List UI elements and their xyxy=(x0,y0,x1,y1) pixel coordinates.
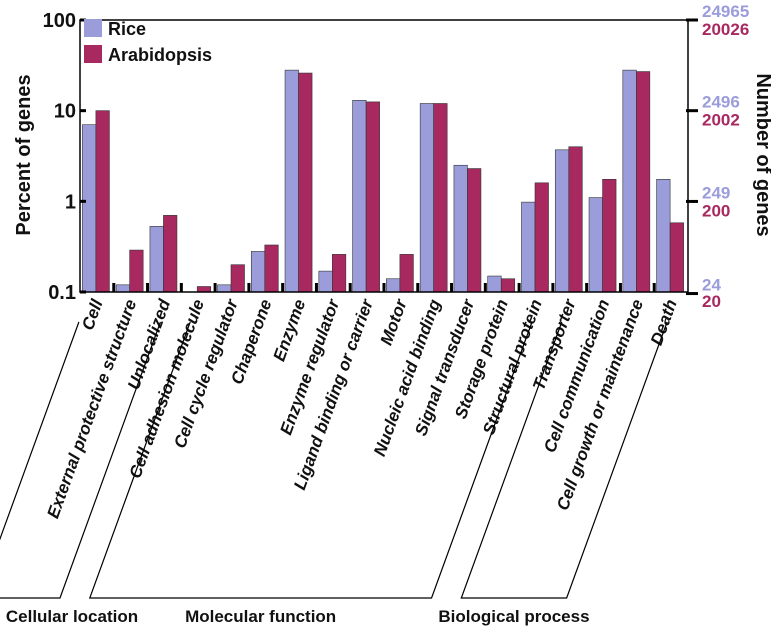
bar xyxy=(453,164,468,293)
x-tick-label: Death xyxy=(647,297,681,348)
x-tick-label: Motor xyxy=(377,296,411,348)
bar xyxy=(217,284,232,293)
y2-axis-title: Number of genes xyxy=(752,73,771,236)
group-label: Biological process xyxy=(438,607,589,626)
y2-tick-label: 2496 xyxy=(702,93,740,112)
bar xyxy=(669,222,684,293)
bar xyxy=(332,254,347,293)
group-bracket xyxy=(460,321,668,599)
bar xyxy=(636,71,651,293)
y-tick-label: 100 xyxy=(43,10,76,32)
y3-tick-label: 200 xyxy=(702,201,730,220)
bar xyxy=(115,284,130,293)
bar xyxy=(399,254,414,293)
y-tick-label: 10 xyxy=(54,101,76,123)
bar xyxy=(163,215,178,293)
bar xyxy=(386,278,401,293)
bar xyxy=(433,103,448,293)
bar xyxy=(149,226,164,293)
bar xyxy=(500,278,516,293)
group-label: Cellular location xyxy=(6,607,138,626)
bar xyxy=(467,168,482,293)
y2-tick-label: 24 xyxy=(702,276,721,295)
bar xyxy=(82,124,97,293)
y3-tick-label: 20026 xyxy=(702,20,749,39)
bar xyxy=(554,149,570,293)
bar xyxy=(250,251,266,293)
bar xyxy=(656,178,671,293)
y2-tick-label: 249 xyxy=(702,183,730,202)
bar xyxy=(298,72,313,293)
legend-swatch xyxy=(84,45,102,63)
bar xyxy=(588,197,603,293)
bar xyxy=(318,270,333,293)
bar xyxy=(264,244,279,293)
bar xyxy=(284,69,299,293)
group-label: Molecular function xyxy=(185,607,336,626)
y2-tick-label: 24965 xyxy=(702,2,749,21)
group-bracket xyxy=(88,321,533,599)
y-tick-label: 0.1 xyxy=(48,282,76,304)
bar xyxy=(568,146,583,293)
x-tick-label: Cell xyxy=(78,296,107,333)
y3-tick-label: 20 xyxy=(702,292,721,311)
bar xyxy=(129,249,144,293)
bar xyxy=(230,264,245,293)
bar xyxy=(419,103,434,293)
bar xyxy=(196,286,212,293)
x-tick-label: Enzyme xyxy=(269,297,309,364)
bar xyxy=(602,178,617,293)
legend-swatch xyxy=(84,19,102,37)
bar xyxy=(365,101,380,293)
y-tick-label: 1 xyxy=(65,191,76,213)
y-axis-title: Percent of genes xyxy=(13,74,35,235)
bar xyxy=(521,201,536,293)
bar xyxy=(534,182,549,293)
legend-label: Rice xyxy=(108,19,146,39)
bar xyxy=(487,275,502,293)
bar xyxy=(622,69,637,293)
bar xyxy=(352,100,367,293)
legend-label: Arabidopsis xyxy=(108,45,212,65)
y3-tick-label: 2002 xyxy=(702,111,740,130)
bar xyxy=(95,110,110,293)
group-bracket xyxy=(0,321,162,599)
